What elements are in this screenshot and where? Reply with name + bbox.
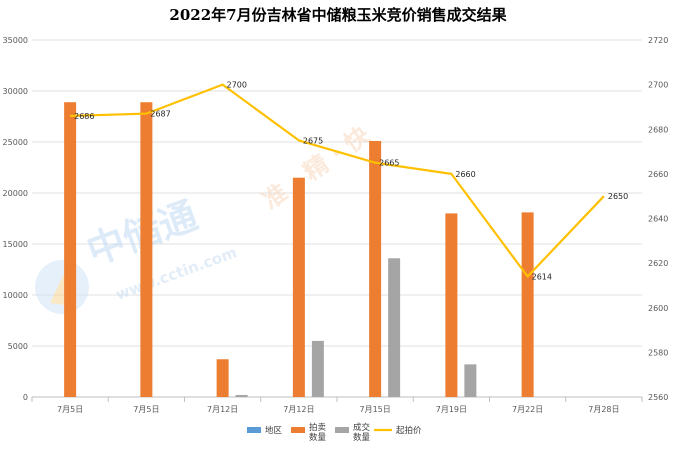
- bar-3-6: [464, 364, 477, 397]
- x-axis-tick-label: 7月28日: [588, 405, 619, 414]
- legend-label: 起拍价: [396, 425, 422, 436]
- bar-2-1: [64, 102, 77, 397]
- legend-swatch: [247, 427, 261, 433]
- right-axis-tick-label: 2660: [648, 170, 668, 179]
- line-data-label: 2686: [74, 112, 94, 121]
- x-axis-tick-label: 7月12日: [207, 405, 238, 414]
- right-axis-tick-label: 2560: [648, 393, 668, 402]
- right-axis-tick-label: 2700: [648, 81, 668, 90]
- x-axis-tick-label: 7月12日: [283, 405, 314, 414]
- bar-2-4: [292, 177, 305, 397]
- right-axis-tick-label: 2720: [648, 36, 668, 45]
- right-axis-ticks: 2560 2580 2600 2620 2640 2660 2680 2700 2720: [648, 36, 668, 402]
- bar-2-7: [521, 212, 534, 397]
- left-axis-ticks: 0 5000 10000 15000 20000 25000 30000 35000: [3, 36, 28, 402]
- x-axis-tick-label: 7月5日: [133, 405, 159, 414]
- legend-swatch: [335, 427, 349, 433]
- legend-label: 拍卖数量: [309, 422, 327, 443]
- left-axis-tick-label: 5000: [8, 342, 28, 351]
- legend-label: 成交数量: [353, 422, 371, 443]
- left-axis-tick-label: 10000: [3, 291, 28, 300]
- line-data-label: 2700: [227, 81, 247, 90]
- left-axis-tick-label: 15000: [3, 240, 28, 249]
- line-data-label: 2687: [150, 110, 170, 119]
- bar-series: [64, 102, 534, 398]
- right-axis-tick-label: 2600: [648, 304, 668, 313]
- legend: 地区 拍卖数量 成交数量 起拍价: [247, 422, 422, 443]
- left-axis-tick-label: 0: [23, 393, 28, 402]
- left-axis-tick-label: 25000: [3, 138, 28, 147]
- x-axis-tick-label: 7月19日: [436, 405, 467, 414]
- line-data-label: 2614: [532, 273, 552, 282]
- line-data-label: 2650: [608, 192, 628, 201]
- bar-2-5: [369, 140, 382, 398]
- bar-3-3: [235, 394, 248, 397]
- bar-3-5: [388, 258, 401, 397]
- legend-swatch: [291, 427, 305, 433]
- x-axis-tick-label: 7月15日: [359, 405, 390, 414]
- right-axis-tick-label: 2620: [648, 259, 668, 268]
- chart-title: 2022年7月份吉林省中储粮玉米竞价销售成交结果: [169, 6, 507, 24]
- bar-2-3: [216, 359, 229, 397]
- bar-2-2: [140, 102, 153, 397]
- bar-2-6: [445, 213, 458, 397]
- right-axis-tick-label: 2640: [648, 215, 668, 224]
- x-axis-tick-label: 7月22日: [512, 405, 543, 414]
- left-axis-tick-label: 35000: [3, 36, 28, 45]
- line-series: 2686 2687 2700 2675 2665 2660 2614 2650: [70, 81, 628, 282]
- line-data-label: 2660: [455, 170, 475, 179]
- legend-label: 地区: [265, 425, 283, 436]
- right-axis-tick-label: 2580: [648, 348, 668, 357]
- bar-3-4: [311, 340, 324, 397]
- price-line: [70, 83, 605, 278]
- x-axis-ticks: 7月5日 7月5日 7月12日 7月12日 7月15日 7月19日 7月22日 7月28日: [57, 405, 619, 414]
- grid-lines: [31, 39, 643, 402]
- left-axis-tick-label: 30000: [3, 87, 28, 96]
- x-axis-tick-label: 7月5日: [57, 405, 83, 414]
- left-axis-tick-label: 20000: [3, 189, 28, 198]
- right-axis-tick-label: 2680: [648, 125, 668, 134]
- line-data-label: 2665: [379, 159, 399, 168]
- line-data-label: 2675: [303, 136, 323, 145]
